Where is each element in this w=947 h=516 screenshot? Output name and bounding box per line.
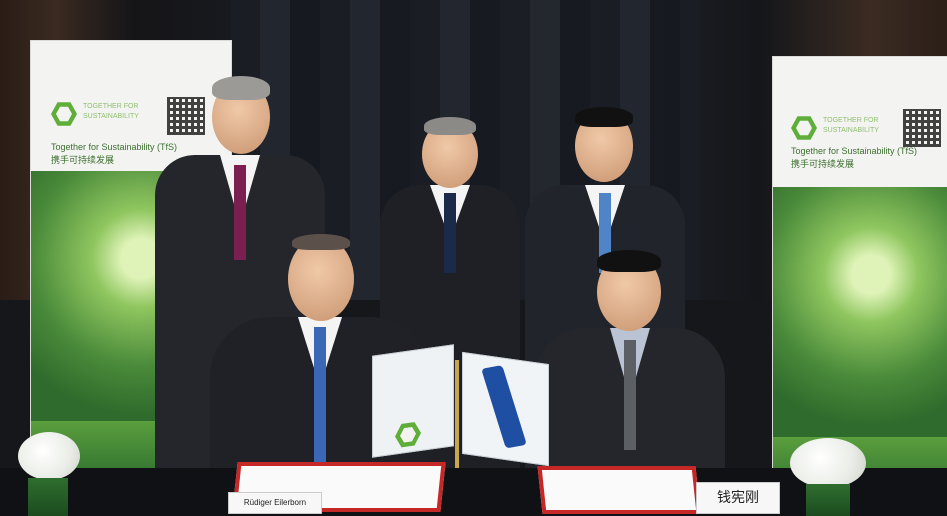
signing-table <box>0 468 947 516</box>
qr-code-icon <box>167 97 205 135</box>
person-seated-right <box>535 248 725 488</box>
banner-right: TOGETHER FOR SUSTAINABILITY Together for… <box>772 56 947 498</box>
nameplate-left: Rüdiger Eilerborn <box>228 492 322 514</box>
banner-tagline-cn: 携手可持续发展 <box>51 155 115 165</box>
nameplate-right: 钱宪刚 <box>696 482 780 514</box>
tfs-logo-icon <box>395 420 421 450</box>
flag-company <box>462 351 549 467</box>
banner-brand-line2: SUSTAINABILITY <box>823 127 879 134</box>
signing-folder-right <box>537 466 701 514</box>
tfs-logo-icon <box>791 116 817 140</box>
flag-tfs <box>372 344 454 458</box>
banner-tagline-en: Together for Sustainability (TfS) <box>51 142 178 152</box>
banner-brand-line2: SUSTAINABILITY <box>83 113 139 120</box>
company-logo-icon <box>481 365 527 449</box>
flower-arrangement-left <box>18 432 80 480</box>
banner-tagline-cn: 携手可持续发展 <box>791 159 855 169</box>
banner-tree-image <box>773 187 947 437</box>
qr-code-icon <box>903 109 941 147</box>
vase-right <box>806 484 850 516</box>
flower-arrangement-right <box>790 438 866 488</box>
flag-stand <box>455 360 459 510</box>
banner-tagline-en: Together for Sustainability (TfS) <box>791 146 918 156</box>
banner-brand-line1: TOGETHER FOR <box>823 117 879 124</box>
vase-left <box>28 478 68 516</box>
tfs-logo-icon <box>51 102 77 126</box>
banner-brand-line1: TOGETHER FOR <box>83 103 139 110</box>
